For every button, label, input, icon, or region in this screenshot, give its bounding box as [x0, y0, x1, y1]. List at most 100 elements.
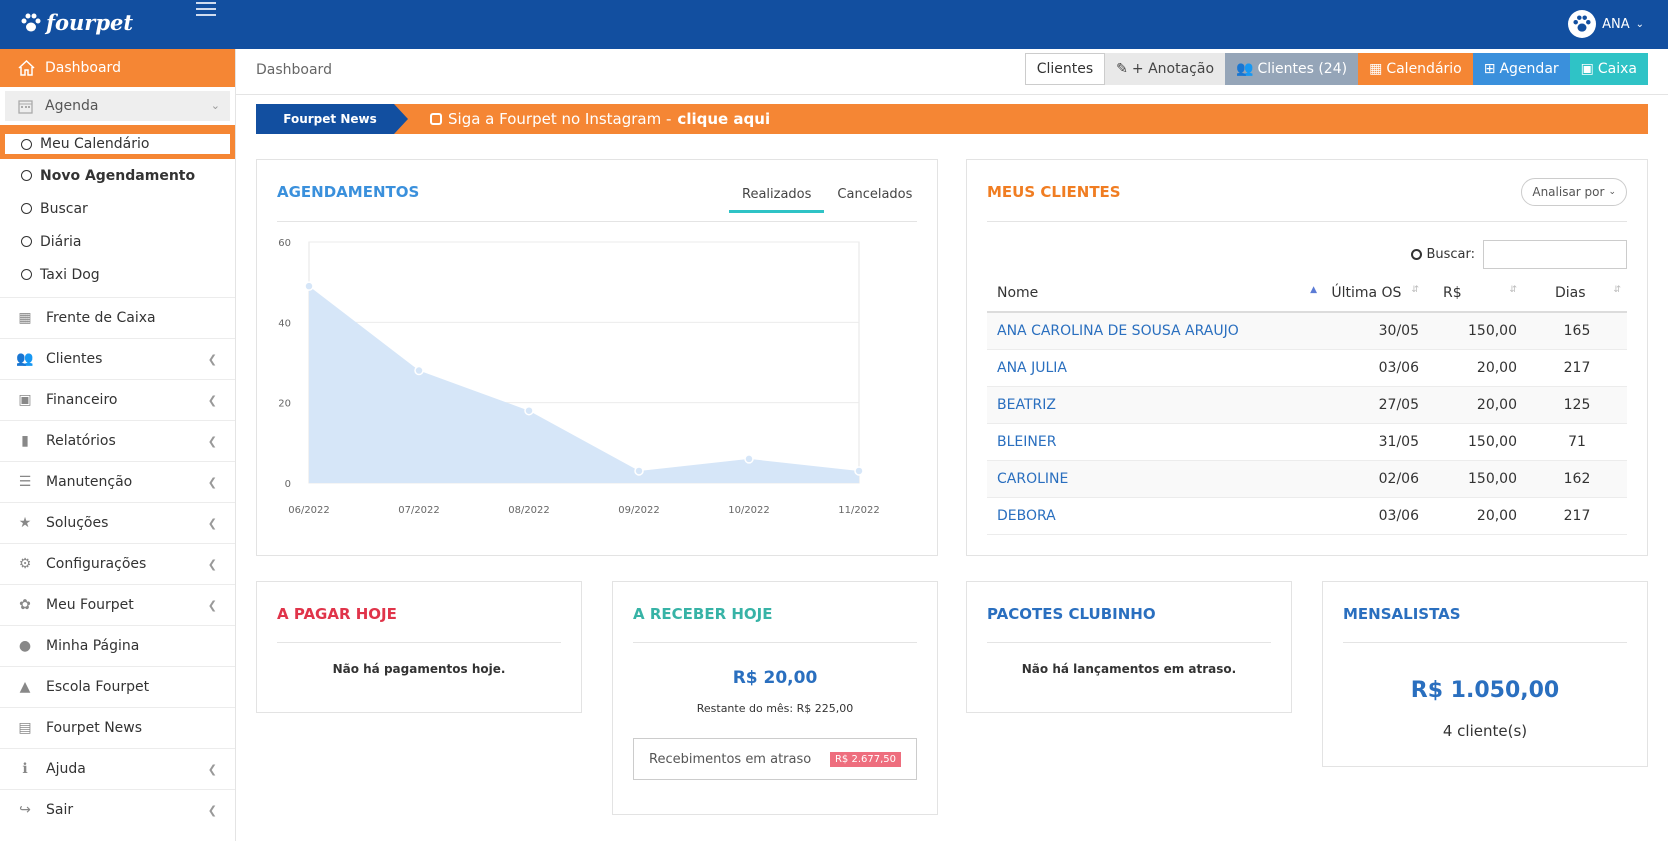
newspaper-icon: ▤ — [18, 720, 32, 736]
chevron-left-icon: ❮ — [207, 558, 217, 571]
sidebar-item-ajuda[interactable]: ℹ Ajuda ❮ — [0, 748, 235, 789]
logo[interactable]: fourpet — [20, 10, 133, 35]
calculator-icon: ▦ — [18, 310, 32, 326]
col-nome[interactable]: Nome ▲ — [997, 285, 1317, 301]
paw-icon: ✿ — [19, 597, 31, 613]
user-menu[interactable]: ANA ⌄ — [1568, 10, 1644, 38]
cell-valor: 20,00 — [1476, 397, 1517, 413]
sidebar-item-agenda[interactable]: Agenda ⌄ — [5, 91, 230, 121]
sidebar-item-frente-de-caixa[interactable]: ▦ Frente de Caixa — [0, 297, 235, 338]
news-banner[interactable]: Fourpet News Siga a Fourpet no Instagram… — [256, 104, 1648, 134]
sidebar-item-dashboard[interactable]: Dashboard — [0, 49, 235, 87]
empty-message: Não há lançamentos em atraso. — [1021, 662, 1237, 676]
tab-realizados[interactable]: Realizados — [729, 178, 825, 213]
chevron-down-icon: ⌄ — [1635, 18, 1644, 30]
calendario-button[interactable]: ▦ Calendário — [1358, 53, 1473, 85]
sidebar-item-clientes[interactable]: 👥 Clientes ❮ — [0, 338, 235, 379]
sidebar-item-relat-rios[interactable]: ▮ Relatórios ❮ — [0, 420, 235, 461]
y-tick-label: 60 — [278, 238, 291, 249]
avatar — [1568, 10, 1597, 38]
analisar-por-dropdown[interactable]: Analisar por ⌄ — [1521, 178, 1627, 206]
col-ultima-os[interactable]: Última OS ⇵ — [1331, 285, 1419, 301]
anotacao-button[interactable]: ✎ + Anotação — [1105, 53, 1226, 85]
page-header: Dashboard Clientes ✎ + Anotação 👥 Clientes… — [236, 49, 1668, 95]
agendamentos-chart: 0 20 40 60 06/2022 07/2022 08/2022 09/2022 10/20… — [278, 238, 880, 516]
sidebar-item-label: Clientes — [46, 351, 103, 367]
cell-nome[interactable]: DEBORA — [997, 508, 1056, 524]
col-dias[interactable]: Dias ⇵ — [1555, 285, 1621, 301]
calendar-plus-icon: ⊞ — [1483, 61, 1496, 77]
table-row[interactable]: ANA JULIA 03/06 20,00 217 — [987, 350, 1627, 387]
cell-dias: 165 — [1563, 323, 1591, 339]
cell-ultima-os: 02/06 — [1378, 471, 1419, 487]
sidebar-item-escola-fourpet[interactable]: ▲ Escola Fourpet — [0, 666, 235, 707]
globe-icon: ● — [18, 638, 32, 654]
sidebar-item-label: Minha Página — [46, 638, 140, 654]
menu-toggle-icon[interactable] — [196, 2, 216, 18]
sidebar-subitem-diaria[interactable]: Diária — [0, 225, 235, 258]
recebimentos-atraso[interactable]: Recebimentos em atraso R$ 2.677,50 — [633, 738, 917, 780]
sidebar-item-configura-es[interactable]: ⚙ Configurações ❮ — [0, 543, 235, 584]
late-label: Recebimentos em atraso — [649, 751, 812, 767]
area-series — [309, 286, 859, 483]
news-link[interactable]: clique aqui — [677, 110, 771, 128]
cell-nome[interactable]: BEATRIZ — [997, 397, 1056, 413]
sidebar-subitem-novo-agendamento[interactable]: Novo Agendamento — [0, 159, 235, 192]
table-row[interactable]: BEATRIZ 27/05 20,00 125 — [987, 387, 1627, 424]
data-point — [634, 466, 644, 476]
tab-cancelados[interactable]: Cancelados — [837, 187, 913, 202]
instagram-icon — [430, 113, 442, 125]
chevron-left-icon: ❮ — [207, 476, 217, 489]
cell-valor: 150,00 — [1468, 471, 1517, 487]
sidebar-item-solu-es[interactable]: ★ Soluções ❮ — [0, 502, 235, 543]
receber-sub: Restante do mês: R$ 225,00 — [696, 702, 854, 715]
data-point — [304, 281, 314, 291]
sidebar-subitem-taxi-dog[interactable]: Taxi Dog — [0, 258, 235, 291]
calendar-icon: ▦ — [1369, 61, 1383, 77]
cell-valor: 20,00 — [1476, 508, 1517, 524]
chevron-left-icon: ❮ — [207, 763, 217, 776]
sidebar-item-label: Soluções — [46, 515, 109, 531]
sidebar-item-sair[interactable]: ↪ Sair ❮ — [0, 789, 235, 830]
sidebar-item-minha-p-gina[interactable]: ● Minha Página — [0, 625, 235, 666]
y-tick-label: 0 — [285, 479, 291, 490]
sidebar-item-financeiro[interactable]: ▣ Financeiro ❮ — [0, 379, 235, 420]
col-valor[interactable]: R$ ⇵ — [1443, 285, 1517, 301]
clientes-count-button[interactable]: 👥 Clientes (24) — [1225, 53, 1359, 85]
a-pagar-panel: A PAGAR HOJE Não há pagamentos hoje. — [256, 581, 582, 713]
cell-ultima-os: 31/05 — [1378, 434, 1419, 450]
search-input[interactable] — [1483, 240, 1627, 269]
circle-icon — [21, 170, 32, 181]
cell-nome[interactable]: ANA CAROLINA DE SOUSA ARAUJO — [997, 323, 1239, 339]
cell-valor: 150,00 — [1468, 434, 1517, 450]
clientes-button[interactable]: Clientes — [1024, 53, 1106, 85]
news-tag: Fourpet News — [256, 104, 408, 134]
table-row[interactable]: BLEINER 31/05 150,00 71 — [987, 424, 1627, 461]
sidebar-item-fourpet-news[interactable]: ▤ Fourpet News — [0, 707, 235, 748]
sidebar-item-meu-fourpet[interactable]: ✿ Meu Fourpet ❮ — [0, 584, 235, 625]
cell-nome[interactable]: BLEINER — [997, 434, 1057, 450]
users-icon: 👥 — [16, 351, 34, 367]
table-row[interactable]: CAROLINE 02/06 150,00 162 — [987, 461, 1627, 498]
circle-icon — [21, 269, 32, 280]
sort-icon: ⇵ — [1613, 285, 1621, 295]
chevron-left-icon: ❮ — [207, 435, 217, 448]
search-icon — [1411, 249, 1423, 260]
search-label: Buscar: — [1426, 247, 1475, 262]
table-row[interactable]: DEBORA 03/06 20,00 217 — [987, 498, 1627, 535]
cell-nome[interactable]: CAROLINE — [997, 471, 1069, 487]
x-tick-label: 08/2022 — [508, 505, 550, 516]
y-tick-label: 20 — [278, 399, 291, 410]
panel-title: A PAGAR HOJE — [277, 605, 397, 623]
sidebar-subitem-buscar[interactable]: Buscar — [0, 192, 235, 225]
cell-nome[interactable]: ANA JULIA — [997, 360, 1067, 376]
sort-icon: ⇵ — [1411, 285, 1419, 295]
sidebar-item-label: Escola Fourpet — [46, 679, 150, 695]
sidebar-item-manuten-o[interactable]: ☰ Manutenção ❮ — [0, 461, 235, 502]
agendar-button[interactable]: ⊞ Agendar — [1472, 53, 1570, 85]
users-icon: 👥 — [1236, 61, 1254, 77]
table-row[interactable]: ANA CAROLINA DE SOUSA ARAUJO 30/05 150,00 1… — [987, 313, 1627, 350]
caixa-button[interactable]: ▣ Caixa — [1569, 53, 1648, 85]
sidebar-subitem-meu-calendario[interactable]: Meu Calendário — [0, 129, 235, 159]
data-point — [414, 365, 424, 376]
